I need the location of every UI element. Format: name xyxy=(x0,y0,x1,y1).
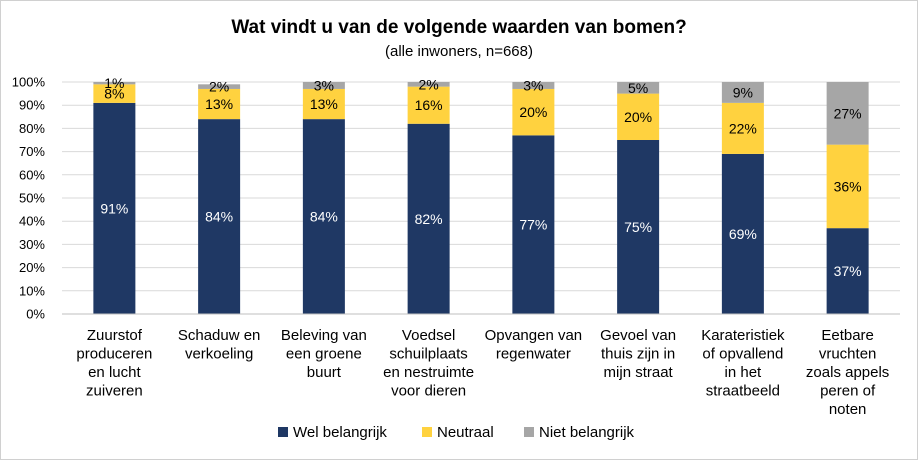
y-tick-label: 30% xyxy=(19,237,45,252)
data-label: 77% xyxy=(519,217,547,233)
bar-segment xyxy=(512,88,555,136)
data-label: 69% xyxy=(729,226,757,242)
bar-segment xyxy=(198,119,241,315)
bar-segment xyxy=(198,84,241,89)
bar-segment xyxy=(826,82,869,145)
bar-segment xyxy=(93,82,136,85)
bar-segment xyxy=(512,82,555,89)
bar-segment xyxy=(407,123,450,314)
data-label: 20% xyxy=(519,104,547,120)
x-category-label: Eetbare vruchten zoals appels peren of noten xyxy=(806,327,889,418)
x-category-label: Karateristiek of opvallend in het straatbee… xyxy=(701,327,785,400)
x-category-label: Voedsel schuilplaats en nestruimte voor die… xyxy=(383,327,474,400)
y-tick-label: 80% xyxy=(19,121,45,136)
x-category-label: Opvangen van regenwater xyxy=(485,327,583,363)
data-label: 37% xyxy=(834,263,862,279)
bar-segment xyxy=(721,153,764,314)
bar-segment xyxy=(93,84,136,103)
y-tick-label: 40% xyxy=(19,214,45,229)
bar-segment xyxy=(302,88,345,120)
chart-title: Wat vindt u van de volgende waarden van … xyxy=(231,17,686,38)
data-label: 91% xyxy=(100,200,128,216)
bars: 91%8%1%84%13%2%84%13%3%82%16%2%77%20%3%7… xyxy=(93,75,869,315)
x-category-label: Zuurstof produceren en lucht zuiveren xyxy=(76,327,152,400)
legend-swatch xyxy=(422,427,432,437)
gridlines xyxy=(62,81,900,315)
y-tick-label: 60% xyxy=(19,167,45,182)
x-category-label: Beleving van een groene buurt xyxy=(281,327,367,381)
data-label: 9% xyxy=(733,84,753,100)
data-label: 84% xyxy=(310,209,338,225)
legend-swatch xyxy=(524,427,534,437)
bar-segment xyxy=(512,135,555,314)
data-label: 82% xyxy=(415,211,443,227)
data-label: 27% xyxy=(834,105,862,121)
bar-segment xyxy=(198,88,241,120)
data-label: 5% xyxy=(628,80,648,96)
data-label: 3% xyxy=(314,77,334,93)
y-tick-label: 100% xyxy=(12,75,46,90)
x-category-label: Schaduw en verkoeling xyxy=(178,327,261,363)
y-axis: 0% 10% 20% 30% 40% 50% 60% 70% 80% 90% 100% xyxy=(12,75,46,322)
x-category-label: Gevoel van thuis zijn in mijn straat xyxy=(600,327,676,381)
bar-segment xyxy=(302,82,345,89)
legend-label: Niet belangrijk xyxy=(539,424,635,441)
data-label: 13% xyxy=(310,96,338,112)
bar-segment xyxy=(617,82,660,94)
data-label: 2% xyxy=(419,76,439,92)
x-axis: Zuurstof produceren en lucht zuiveren Schadu… xyxy=(62,313,900,418)
bar-segment xyxy=(617,93,660,140)
bar-segment xyxy=(721,102,764,154)
bar-segment xyxy=(721,82,764,103)
data-label: 13% xyxy=(205,96,233,112)
data-label: 3% xyxy=(523,77,543,93)
data-label: 22% xyxy=(729,120,757,136)
data-label: 2% xyxy=(209,79,229,95)
data-label: 1% xyxy=(104,75,124,91)
legend-label: Neutraal xyxy=(437,424,494,441)
data-label: 75% xyxy=(624,219,652,235)
data-label: 8% xyxy=(104,86,124,102)
bar-segment xyxy=(407,82,450,87)
y-tick-label: 10% xyxy=(19,283,45,298)
y-tick-label: 50% xyxy=(19,191,45,206)
bar-segment xyxy=(93,102,136,314)
data-label: 16% xyxy=(415,97,443,113)
legend: Wel belangrijk Neutraal Niet belangrijk xyxy=(278,424,635,441)
bar-segment xyxy=(302,119,345,315)
data-label: 36% xyxy=(834,178,862,194)
y-tick-label: 90% xyxy=(19,98,45,113)
bar-segment xyxy=(826,144,869,229)
data-label: 84% xyxy=(205,209,233,225)
legend-swatch xyxy=(278,427,288,437)
legend-label: Wel belangrijk xyxy=(293,424,387,441)
bar-segment xyxy=(617,140,660,314)
data-label: 20% xyxy=(624,109,652,125)
bar-segment xyxy=(826,228,869,314)
bar-segment xyxy=(407,86,450,124)
chart-subtitle: (alle inwoners, n=668) xyxy=(385,43,533,60)
y-tick-label: 70% xyxy=(19,144,45,159)
y-tick-label: 20% xyxy=(19,260,45,275)
y-tick-label: 0% xyxy=(26,307,45,322)
